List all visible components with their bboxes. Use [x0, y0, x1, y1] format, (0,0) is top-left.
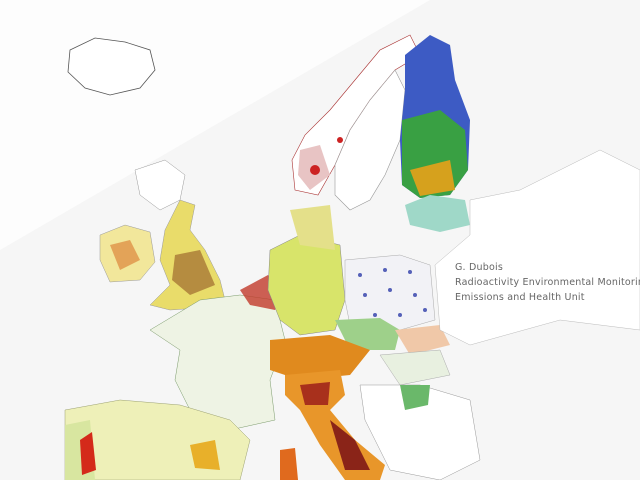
alps [270, 335, 370, 380]
iberia-hotspot [80, 432, 96, 475]
hotspot [310, 165, 320, 175]
credit-line: Emissions and Health Unit [455, 292, 585, 303]
baltics [405, 195, 470, 232]
eastern-europe [434, 149, 640, 346]
station-dots [358, 268, 427, 317]
iceland [67, 37, 156, 96]
italy-north [300, 382, 330, 405]
uk-hotspots [172, 250, 215, 295]
france [149, 294, 286, 431]
hungary [379, 349, 451, 386]
italy-center [330, 420, 370, 470]
hotspot [337, 137, 343, 143]
slovenia [400, 385, 430, 410]
finland-coast [410, 160, 455, 196]
scotland-outline [134, 159, 186, 211]
czech [335, 318, 400, 350]
iberia-hotspot [190, 440, 220, 470]
slovakia [395, 325, 450, 355]
ireland-hotspots [110, 240, 140, 270]
credit-line: Radioactivity Environmental Monitoring [455, 277, 640, 288]
credit-block: G. Dubois Radioactivity Environmental Mo… [455, 260, 640, 305]
sardinia [280, 448, 298, 480]
author: G. Dubois [455, 262, 503, 273]
denmark [290, 205, 335, 250]
poland [344, 254, 436, 331]
